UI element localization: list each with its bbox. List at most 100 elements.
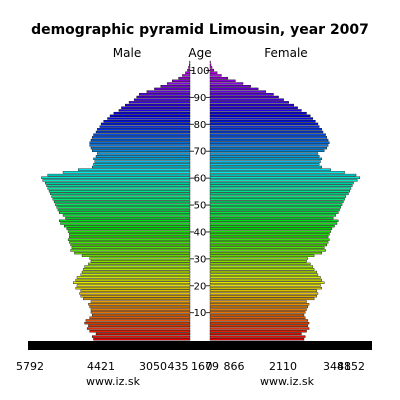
female-bar-age-101 (209, 66, 213, 69)
male-bar-age-83 (109, 114, 191, 117)
age-tick-label-70: 70 (194, 147, 207, 158)
female-bar-age-69 (209, 152, 319, 155)
female-bar-age-70 (209, 149, 325, 152)
age-axis: 10 20 30 40 50 60 70 80 90 100 (190, 66, 210, 319)
female-bar-age-23 (209, 276, 321, 279)
female-bar-age-8 (209, 316, 306, 319)
female-bar-age-51 (209, 200, 344, 204)
male-label: Male (113, 46, 141, 60)
female-bar-age-6 (209, 321, 310, 325)
female-bar-age-60 (209, 176, 361, 179)
female-bar-age-78 (209, 128, 322, 131)
male-bar-age-15 (83, 297, 191, 301)
male-tick-label-0: 5792 (16, 360, 44, 373)
female-bar-age-91 (209, 93, 274, 96)
male-bar-age-55 (48, 190, 191, 193)
age-tick-label-50: 50 (194, 201, 207, 212)
male-bar-age-94 (160, 85, 191, 88)
female-bar-age-77 (209, 130, 324, 134)
female-bar-age-64 (209, 165, 322, 169)
male-bar-age-89 (133, 98, 191, 101)
male-bar-age-54 (50, 192, 191, 196)
male-bar-age-25 (81, 270, 191, 274)
source-left: www.iz.sk (86, 375, 141, 388)
male-bar-age-33 (70, 249, 191, 252)
male-bar-age-95 (166, 82, 191, 85)
male-bar-age-36 (69, 241, 191, 244)
female-bar-age-34 (209, 246, 325, 249)
female-bar-age-65 (209, 163, 320, 166)
female-bar-age-17 (209, 292, 319, 295)
male-bar-age-51 (53, 200, 191, 204)
male-bar-age-20 (76, 284, 191, 287)
female-bar-age-58 (209, 181, 354, 185)
female-bar-age-55 (209, 190, 350, 193)
female-bar-age-89 (209, 98, 284, 101)
male-bar-age-81 (103, 120, 191, 123)
male-bar-age-38 (69, 235, 191, 239)
female-bar-age-40 (209, 230, 331, 233)
male-bar-age-8 (89, 316, 191, 319)
male-bar-age-2 (95, 332, 191, 336)
female-bar-age-87 (209, 103, 295, 107)
female-bar-age-22 (209, 278, 322, 282)
male-bar-age-9 (92, 313, 191, 317)
female-bar-age-43 (209, 222, 338, 225)
male-bar-age-53 (51, 195, 191, 198)
male-bar-age-90 (136, 95, 191, 99)
male-bar-age-71 (90, 146, 191, 150)
male-bar-age-93 (154, 87, 191, 91)
male-bar-age-44 (59, 219, 191, 222)
age-tick-label-40: 40 (194, 227, 207, 238)
female-bar-age-1 (209, 335, 306, 338)
male-bar-age-16 (80, 295, 191, 298)
age-tick-label-90: 90 (194, 93, 207, 104)
male-bar-age-19 (75, 286, 191, 290)
female-bar-age-67 (209, 157, 322, 161)
male-bar-age-92 (146, 90, 191, 93)
age-label: Age (188, 46, 211, 60)
female-bar-age-52 (209, 198, 345, 201)
female-bar-age-33 (209, 249, 326, 252)
female-bar-age-10 (209, 311, 306, 314)
female-bar-age-5 (209, 324, 308, 327)
male-bar-age-46 (62, 214, 191, 217)
female-bar-age-37 (209, 238, 330, 241)
male-bar-age-45 (65, 216, 191, 220)
male-bar-age-79 (99, 125, 191, 128)
male-bar-age-30 (89, 257, 191, 260)
female-bar-age-72 (209, 144, 329, 147)
male-bar-age-11 (90, 308, 191, 311)
female-bar-age-50 (209, 203, 343, 206)
male-bar-age-50 (55, 203, 191, 206)
female-bar-age-103 (209, 60, 211, 64)
male-bar-age-35 (70, 243, 191, 247)
female-bar-age-31 (209, 254, 315, 257)
male-bar-age-75 (92, 136, 191, 139)
female-bar-age-80 (209, 122, 319, 126)
male-bar-age-59 (42, 179, 191, 182)
male-bar-age-61 (47, 173, 191, 177)
female-bar-age-9 (209, 313, 305, 317)
female-bar-age-12 (209, 305, 308, 309)
female-bar-age-83 (209, 114, 311, 117)
female-bars (209, 60, 361, 341)
male-bar-age-77 (95, 130, 191, 134)
age-tick-label-100: 100 (190, 66, 209, 77)
male-bar-age-14 (90, 300, 191, 303)
female-label: Female (264, 46, 307, 60)
female-bar-age-14 (209, 300, 307, 303)
female-bar-age-76 (209, 133, 326, 136)
female-bar-age-66 (209, 160, 321, 163)
male-bar-age-7 (85, 319, 191, 322)
female-bar-age-54 (209, 192, 349, 196)
female-bar-age-27 (209, 265, 314, 268)
female-bar-age-13 (209, 303, 310, 306)
male-bar-age-64 (92, 165, 191, 169)
female-bar-age-63 (209, 168, 331, 171)
male-bar-age-32 (74, 251, 191, 255)
male-bar-age-101 (188, 66, 191, 69)
male-tick-label-1: 4421 (87, 360, 115, 373)
male-bar-age-37 (67, 238, 191, 241)
